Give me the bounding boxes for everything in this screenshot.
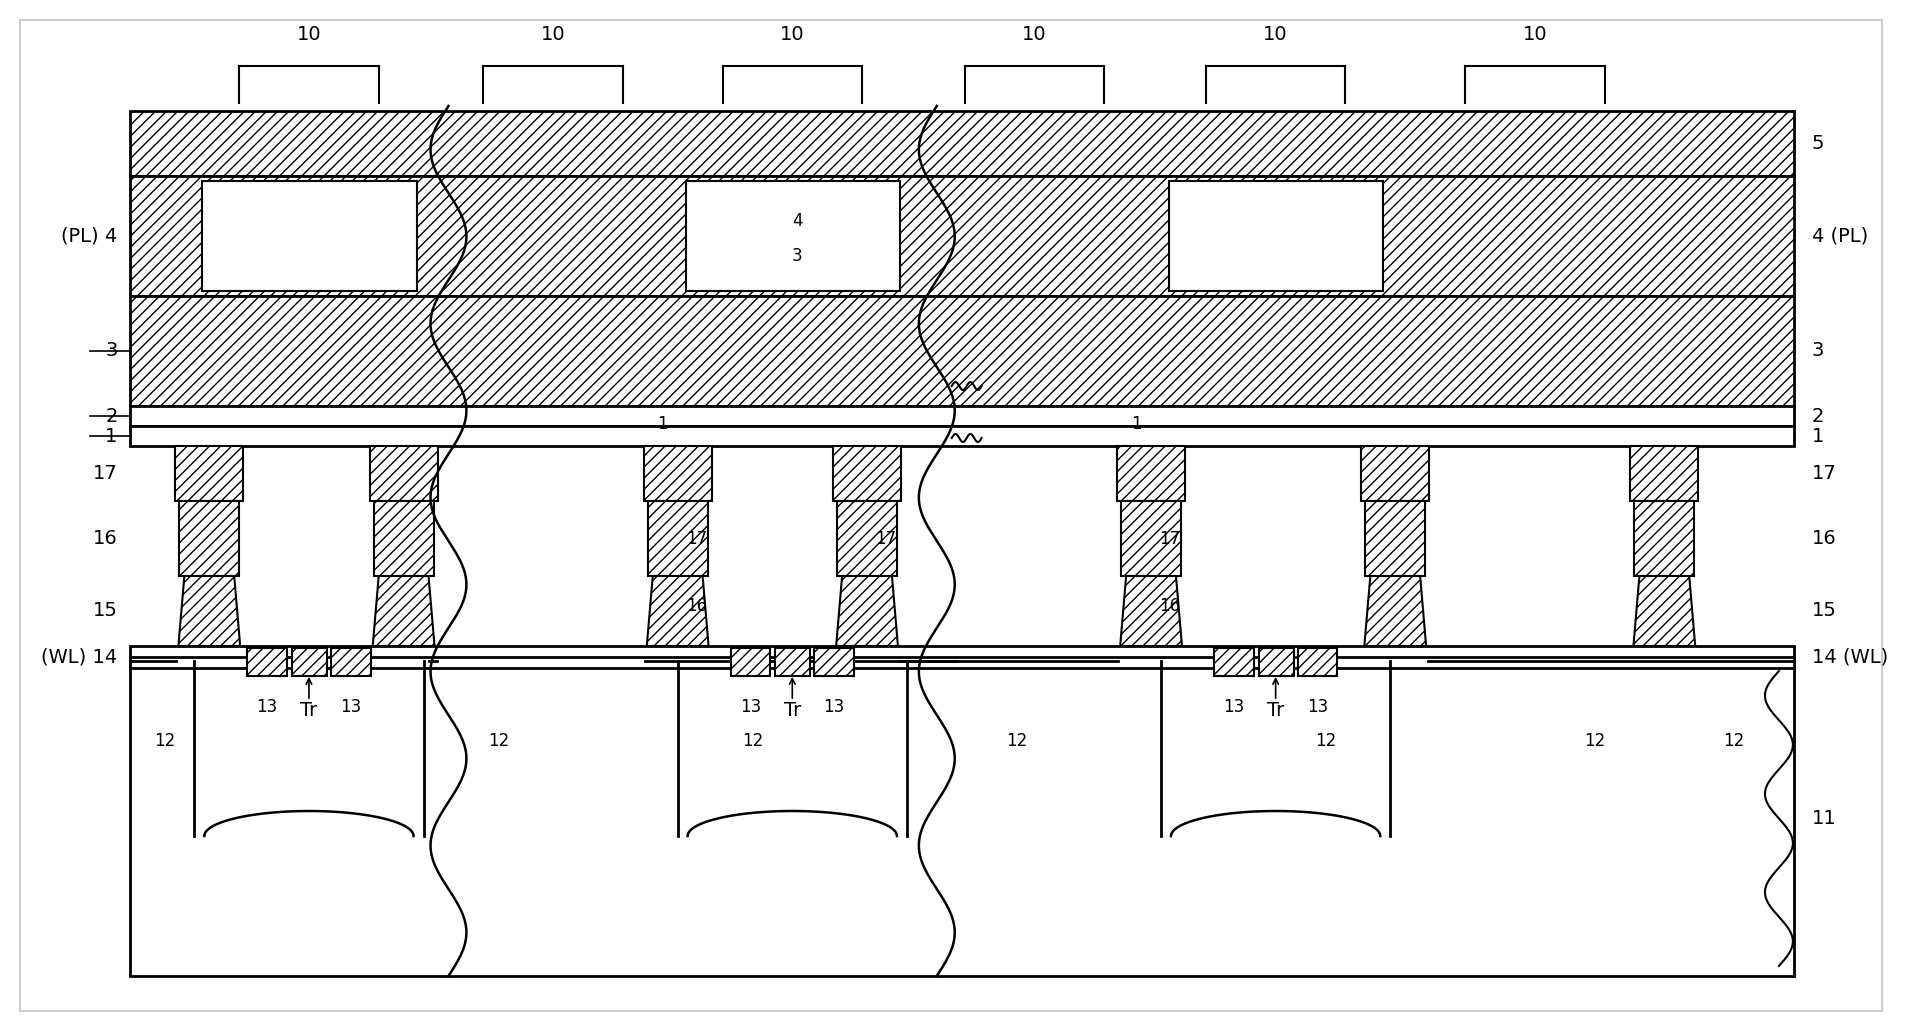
Bar [1630, 446, 1697, 501]
Bar [130, 646, 1793, 668]
Text: 10: 10 [1522, 25, 1547, 44]
Bar [1634, 501, 1693, 576]
Polygon shape [646, 576, 707, 646]
Text: 16: 16 [1158, 597, 1180, 616]
Polygon shape [1364, 576, 1425, 646]
Bar [648, 501, 707, 576]
Text: 4 (PL): 4 (PL) [1812, 227, 1867, 245]
Text: Tr: Tr [1266, 701, 1283, 721]
Bar [130, 406, 1793, 426]
Bar [685, 181, 900, 291]
Text: (WL) 14: (WL) 14 [42, 647, 118, 666]
Text: 1: 1 [658, 415, 667, 433]
Bar [837, 501, 896, 576]
Bar [833, 446, 900, 501]
Bar [730, 648, 770, 676]
Text: 12: 12 [154, 732, 175, 750]
Bar [774, 648, 810, 676]
Text: 10: 10 [1022, 25, 1047, 44]
Bar [1259, 648, 1293, 676]
Text: 12: 12 [1583, 732, 1604, 750]
Bar [1213, 648, 1253, 676]
Bar [179, 501, 238, 576]
Bar [1118, 446, 1184, 501]
Text: 17: 17 [1158, 530, 1180, 547]
Text: 16: 16 [93, 529, 118, 548]
Text: 16: 16 [1812, 529, 1836, 548]
Polygon shape [1119, 576, 1180, 646]
Bar [1121, 501, 1180, 576]
Text: 10: 10 [540, 25, 564, 44]
Text: 12: 12 [1722, 732, 1743, 750]
Text: Tr: Tr [784, 701, 801, 721]
Bar [130, 176, 1793, 296]
Bar [1297, 648, 1337, 676]
Text: 12: 12 [1314, 732, 1335, 750]
Text: (PL) 4: (PL) 4 [61, 227, 118, 245]
Polygon shape [1632, 576, 1693, 646]
Text: 15: 15 [1812, 601, 1836, 621]
Text: Tr: Tr [299, 701, 317, 721]
Text: 17: 17 [93, 464, 118, 483]
Text: 10: 10 [296, 25, 320, 44]
Text: 3: 3 [791, 247, 803, 265]
Text: 12: 12 [742, 732, 763, 750]
Text: 12: 12 [488, 732, 509, 750]
Text: 10: 10 [780, 25, 805, 44]
Text: 13: 13 [1306, 698, 1327, 716]
Text: 17: 17 [1812, 464, 1836, 483]
Text: 5: 5 [1812, 134, 1823, 153]
Text: 1: 1 [105, 427, 118, 445]
Bar [175, 446, 242, 501]
Bar [1169, 181, 1383, 291]
Bar [130, 111, 1793, 176]
Bar [370, 446, 437, 501]
Polygon shape [835, 576, 898, 646]
Text: 14 (WL): 14 (WL) [1812, 647, 1888, 666]
Text: 12: 12 [1005, 732, 1026, 750]
Text: 16: 16 [685, 597, 706, 616]
Text: 3: 3 [105, 341, 118, 361]
Text: 11: 11 [1812, 809, 1836, 828]
Text: 15: 15 [93, 601, 118, 621]
Bar [374, 501, 433, 576]
Bar [814, 648, 854, 676]
Text: 3: 3 [1812, 341, 1823, 361]
Bar [643, 446, 711, 501]
Bar [292, 648, 326, 676]
Text: 17: 17 [875, 530, 896, 547]
Bar [330, 648, 370, 676]
Bar [1365, 501, 1425, 576]
Bar [130, 661, 1793, 976]
Text: 10: 10 [1262, 25, 1287, 44]
Text: 4: 4 [791, 212, 803, 230]
Text: 2: 2 [1812, 406, 1823, 426]
Text: 1: 1 [1131, 415, 1140, 433]
Bar [202, 181, 416, 291]
Polygon shape [372, 576, 435, 646]
Bar [1360, 446, 1428, 501]
Text: 1: 1 [1812, 427, 1823, 445]
Text: 13: 13 [1222, 698, 1243, 716]
Text: 2: 2 [105, 406, 118, 426]
Polygon shape [177, 576, 240, 646]
Text: 13: 13 [740, 698, 761, 716]
Bar [130, 426, 1793, 446]
Bar [248, 648, 286, 676]
Text: 17: 17 [685, 530, 706, 547]
Text: 13: 13 [339, 698, 360, 716]
Text: 13: 13 [824, 698, 845, 716]
Text: 13: 13 [256, 698, 278, 716]
Bar [130, 296, 1793, 406]
